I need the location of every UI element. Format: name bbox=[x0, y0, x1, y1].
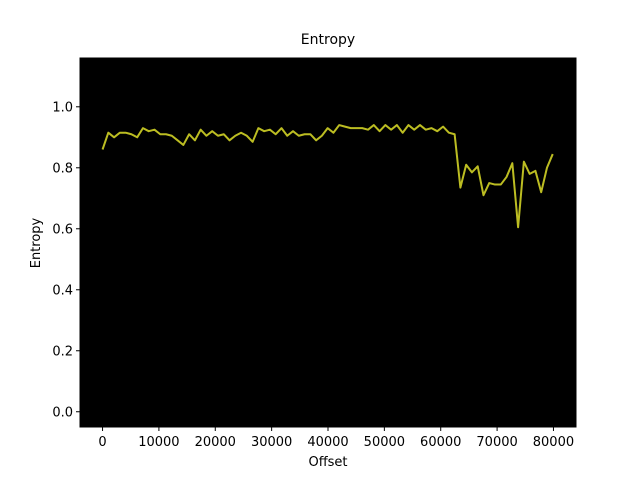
y-axis-label: Entropy bbox=[29, 217, 44, 268]
plot-area bbox=[79, 57, 577, 428]
x-tick-label: 0 bbox=[98, 435, 106, 450]
y-tick-label: 0.8 bbox=[52, 161, 73, 176]
x-tick-label: 10000 bbox=[138, 435, 179, 450]
y-tick-label: 1.0 bbox=[52, 100, 73, 115]
x-tick-label: 70000 bbox=[476, 435, 517, 450]
y-tick-label: 0.6 bbox=[52, 222, 73, 237]
x-tick-label: 60000 bbox=[420, 435, 461, 450]
y-tick-label: 0.4 bbox=[52, 283, 73, 298]
y-tick-label: 0.2 bbox=[52, 344, 73, 359]
x-tick-label: 40000 bbox=[307, 435, 348, 450]
x-tick-label: 80000 bbox=[533, 435, 574, 450]
data-line bbox=[101, 124, 554, 229]
x-tick-label: 50000 bbox=[364, 435, 405, 450]
x-tick-label: 30000 bbox=[251, 435, 292, 450]
y-tick-label: 0.0 bbox=[52, 405, 73, 420]
x-tick-label: 20000 bbox=[195, 435, 236, 450]
chart-title: Entropy bbox=[301, 32, 355, 48]
x-axis-label: Offset bbox=[308, 455, 347, 470]
